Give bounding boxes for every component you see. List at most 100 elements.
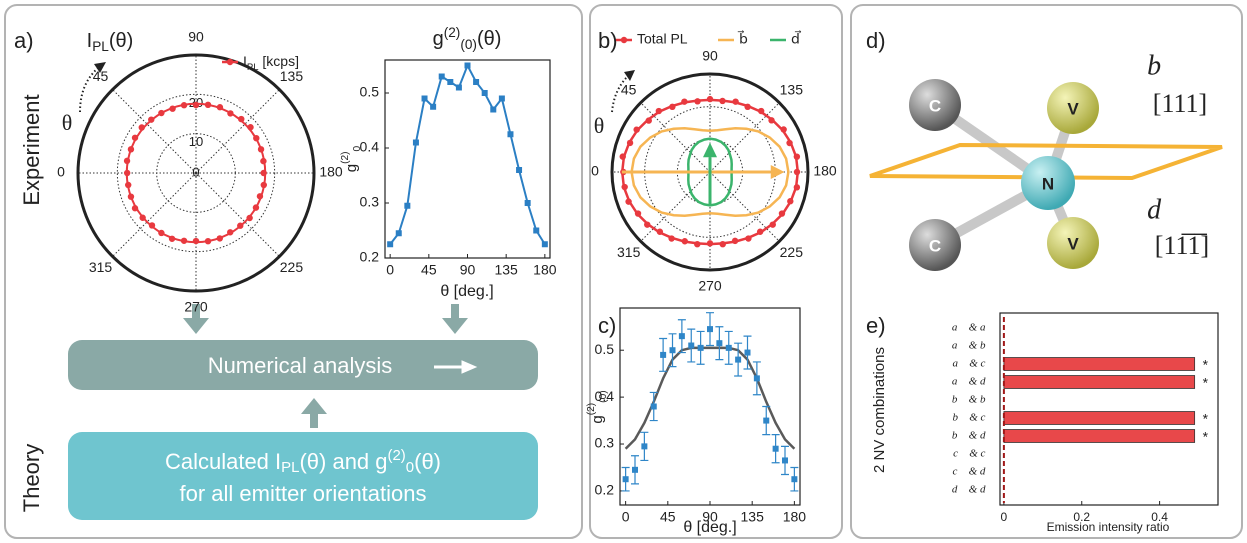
data-point: [473, 79, 480, 85]
legend-label: b⃗: [737, 30, 748, 47]
theta-tick-label: 180: [319, 164, 343, 180]
theta-tick-label: 315: [89, 259, 113, 275]
chart-title: IPL(θ): [87, 30, 134, 53]
bar: [1003, 411, 1196, 425]
data-point: [227, 229, 234, 236]
data-point: [158, 229, 165, 237]
vector-label: d⃗: [1147, 194, 1183, 225]
angular-grid: [112, 172, 197, 257]
category-label: a⃗ & d⃗: [952, 376, 994, 388]
data-point: [669, 347, 676, 354]
data-point: [745, 235, 752, 242]
data-point: [237, 222, 244, 229]
data-point: [793, 168, 801, 176]
panel-label: e): [866, 313, 886, 338]
theta-tick-label: 270: [698, 278, 722, 294]
data-point: [744, 103, 751, 111]
bar-annotation: *: [1203, 411, 1209, 427]
bar: [1003, 429, 1196, 443]
data-point: [793, 153, 801, 160]
text-part: (2): [388, 447, 406, 464]
data-point: [125, 181, 132, 189]
theta-tick-label: 0: [591, 163, 599, 179]
theta-tick-label: 270: [184, 299, 208, 315]
data-point: [725, 344, 732, 351]
data-point: [706, 95, 714, 103]
x-tick-label: 45: [421, 262, 437, 278]
data-point: [772, 445, 779, 452]
data-point: [660, 351, 667, 358]
atom: [1047, 217, 1099, 269]
data-point: [498, 95, 505, 102]
y-tick-label: 0.2: [360, 249, 380, 265]
data-point: [260, 157, 267, 165]
data-point: [707, 326, 713, 333]
data-point: [697, 344, 704, 351]
data-point: [756, 228, 764, 235]
text-part: (θ) and g: [299, 449, 387, 474]
data-point: [139, 214, 146, 221]
data-point: [227, 110, 234, 117]
atom-label: C: [929, 236, 941, 255]
data-point: [180, 237, 188, 244]
text-part: I: [243, 53, 247, 69]
y-axis-label: 2 NV combinations: [871, 347, 888, 473]
text-part: (2): [586, 403, 597, 415]
theory-text: Calculated IPL(θ) and g(2)0(θ): [165, 447, 441, 476]
text-part: (θ): [477, 28, 501, 50]
panel-label: d): [866, 28, 886, 53]
data-point: [621, 183, 628, 191]
data-point: [757, 107, 765, 115]
category-label: a⃗ & c⃗: [952, 358, 994, 370]
chart-title: g(2)(0)(θ): [433, 25, 502, 52]
y-tick-label: 0.3: [360, 194, 380, 210]
legend-label: d⃗: [791, 30, 801, 47]
data-point: [791, 476, 798, 483]
data-point: [192, 237, 200, 245]
legend-label: Total PL: [637, 31, 688, 47]
theta-arrow: [79, 67, 629, 113]
data-point: [247, 124, 254, 131]
data-point: [204, 101, 212, 109]
data-point: [216, 104, 224, 111]
data-point: [694, 98, 701, 105]
angular-grid: [640, 171, 711, 242]
data-point: [481, 90, 488, 96]
data-point: [763, 417, 770, 424]
data-point: [246, 214, 253, 222]
bar-annotation: *: [1203, 375, 1209, 391]
theta-arrowhead: [624, 70, 635, 81]
data-point: [387, 241, 394, 248]
data-point: [634, 210, 642, 217]
angular-grid: [709, 102, 780, 173]
data-point: [123, 169, 131, 177]
theta-tick-label: 225: [780, 244, 804, 260]
theta-arrowhead: [94, 62, 106, 73]
data-point: [668, 235, 675, 242]
y-tick-label: 0.4: [360, 139, 380, 155]
text-part: (2): [340, 151, 351, 163]
y-tick-label: 0.3: [595, 435, 615, 451]
data-point: [669, 103, 676, 111]
row-label: Experiment: [19, 94, 44, 205]
y-axis-label: g(2)(0): [586, 390, 609, 423]
r-tick-label: 0: [192, 164, 199, 179]
theta-tick-label: 135: [280, 68, 304, 84]
data-point: [681, 238, 688, 245]
data-point: [169, 105, 176, 112]
data-point: [706, 240, 714, 247]
text-part: (0): [460, 37, 477, 52]
data-point: [719, 97, 726, 105]
text-part: 0: [406, 459, 414, 476]
text-part: (θ): [414, 449, 441, 474]
data-point: [694, 240, 701, 248]
theta-tick-label: 90: [188, 29, 204, 45]
theta-tick-label: 0: [57, 164, 65, 180]
category-label: b⃗ & c⃗: [952, 412, 994, 424]
data-point: [507, 131, 514, 138]
x-axis-label: θ [deg.]: [683, 519, 736, 536]
panel-frame: [850, 4, 1243, 539]
x-tick-label: 135: [494, 262, 518, 278]
polar-frame: [610, 72, 810, 272]
